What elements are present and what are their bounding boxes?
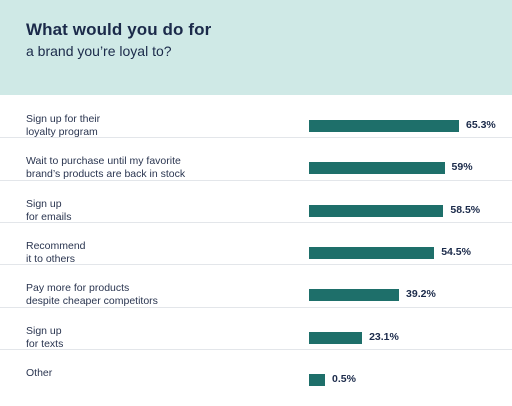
bar	[309, 204, 444, 217]
bar-row: Sign up for texts 23.1%	[0, 307, 512, 350]
value-label: 54.5%	[441, 245, 471, 258]
category-label: Pay more for products despite cheaper co…	[26, 282, 158, 308]
category-label: Wait to purchase until my favorite brand…	[26, 155, 186, 181]
bar	[309, 120, 459, 132]
row-divider	[0, 264, 512, 266]
bar	[309, 289, 400, 302]
row-divider	[0, 137, 512, 139]
row-divider	[0, 221, 512, 223]
category-label: Other	[26, 366, 53, 379]
bar	[309, 246, 435, 259]
bar	[309, 373, 325, 386]
value-label: 58.5%	[450, 203, 481, 216]
value-label: 59%	[451, 161, 473, 174]
row-divider	[0, 348, 512, 350]
chart-title: What would you do for	[26, 20, 212, 39]
row-divider	[0, 179, 512, 181]
bar-row: Sign up for emails 58.5%	[0, 180, 512, 223]
bar-chart: Sign up for their loyalty program 65.3% Wa…	[0, 95, 512, 406]
category-label: Recommend it to others	[26, 239, 86, 265]
bar-row: Sign up for their loyalty program 65.3%	[0, 95, 512, 138]
value-label: 39.2%	[406, 288, 436, 301]
bar-row: Wait to purchase until my favorite brand…	[0, 137, 512, 181]
bar	[309, 162, 445, 175]
bar-row: Other 0.5%	[0, 349, 512, 391]
category-label: Sign up for texts	[26, 324, 64, 350]
chart-subtitle: a brand you’re loyal to?	[26, 43, 172, 59]
bar	[309, 331, 363, 344]
category-label: Sign up for emails	[26, 197, 72, 223]
category-label: Sign up for their loyalty program	[26, 113, 101, 138]
value-label: 0.5%	[332, 372, 356, 385]
row-divider	[0, 306, 512, 308]
bar-row: Pay more for products despite cheaper co…	[0, 264, 512, 308]
value-label: 23.1%	[369, 330, 399, 343]
header: What would you do for a brand you’re loy…	[0, 0, 512, 95]
value-label: 65.3%	[466, 119, 496, 131]
bar-row: Recommend it to others 54.5%	[0, 222, 512, 265]
